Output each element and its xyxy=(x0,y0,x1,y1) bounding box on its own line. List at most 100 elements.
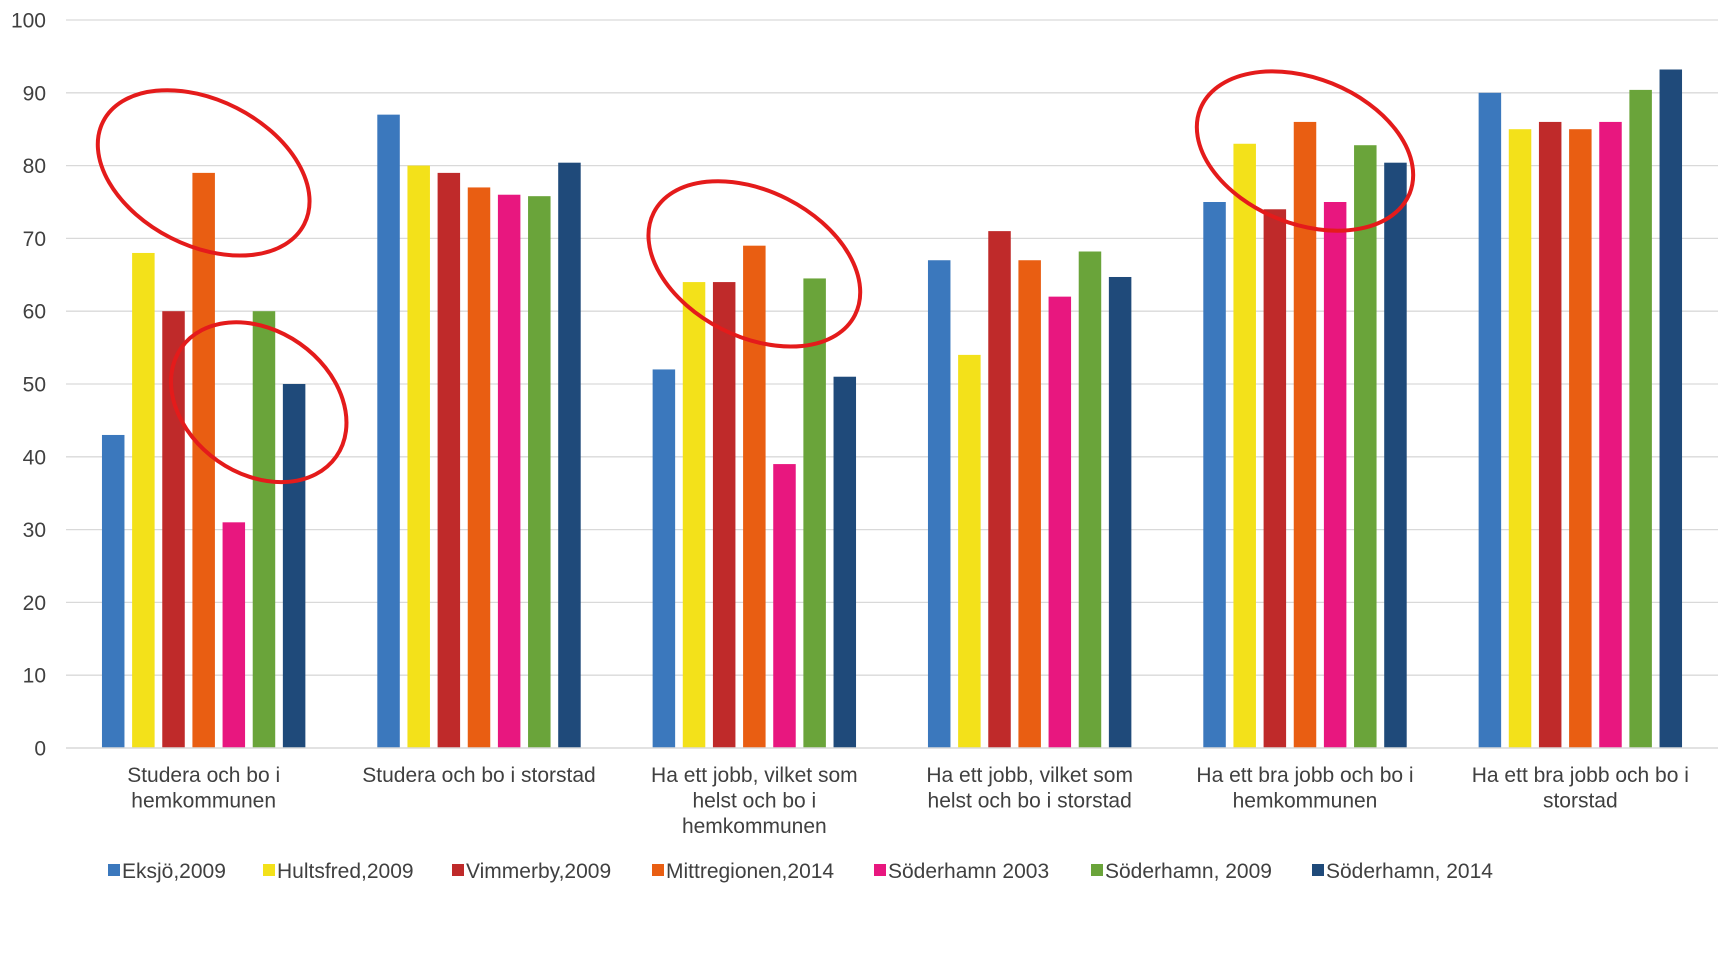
x-tick-label: Ha ett jobb, vilket som helst och bo i hem… xyxy=(651,764,858,838)
y-tick-label: 10 xyxy=(23,665,46,688)
x-tick-label-line: hemkommunen xyxy=(1233,790,1378,813)
x-tick-label-line: hemkommunen xyxy=(131,790,276,813)
legend-label: Hultsfred,2009 xyxy=(277,860,414,883)
legend-swatch xyxy=(1312,864,1324,876)
x-tick-label-line: Ha ett jobb, vilket som xyxy=(926,764,1133,787)
y-tick-label: 50 xyxy=(23,374,46,397)
legend-label: Vimmerby,2009 xyxy=(466,860,611,883)
bar xyxy=(958,354,981,748)
bar xyxy=(988,231,1011,748)
annotations xyxy=(95,69,1416,485)
bar xyxy=(467,187,491,748)
highlight-ellipse xyxy=(1194,69,1416,233)
bar xyxy=(833,376,857,748)
y-tick-label: 0 xyxy=(34,738,46,761)
bar xyxy=(252,311,276,748)
bar xyxy=(1599,121,1622,749)
bar xyxy=(1354,145,1377,748)
x-tick-label: Ha ett bra jobb och bo i storstad xyxy=(1472,764,1689,813)
bar xyxy=(497,194,521,749)
bar xyxy=(743,245,766,748)
bar xyxy=(652,369,676,748)
bar xyxy=(1538,121,1562,749)
x-tick-label: Studera och bo i storstad xyxy=(362,764,595,787)
bar xyxy=(1384,162,1407,749)
x-tick-label: Studera och bo i hemkommunen xyxy=(127,764,280,813)
x-tick-label-line: Ha ett bra jobb och bo i xyxy=(1472,764,1689,787)
x-tick-label-line: Studera och bo i storstad xyxy=(362,764,595,787)
legend-swatch xyxy=(263,864,275,876)
y-tick-label: 40 xyxy=(23,446,46,469)
legend-swatch xyxy=(874,864,886,876)
legend-item: Söderhamn, 2014 xyxy=(1312,860,1493,883)
legend-item: Vimmerby,2009 xyxy=(452,860,611,883)
highlight-ellipse xyxy=(169,320,349,485)
y-tick-label: 30 xyxy=(23,519,46,542)
legend-swatch xyxy=(1091,864,1103,876)
bar xyxy=(1203,202,1226,748)
bar xyxy=(682,282,706,748)
x-tick-label: Ha ett jobb, vilket som helst och bo i st… xyxy=(926,764,1133,813)
bar xyxy=(1629,89,1652,748)
bar xyxy=(192,172,215,748)
bar xyxy=(927,260,951,748)
legend-item: Söderhamn, 2009 xyxy=(1091,860,1272,883)
bar xyxy=(1569,129,1592,748)
bar xyxy=(407,165,430,749)
bar xyxy=(1478,92,1502,749)
y-tick-label: 80 xyxy=(23,155,46,178)
bar xyxy=(773,464,796,748)
bar xyxy=(101,434,125,748)
legend-swatch xyxy=(108,864,120,876)
bar xyxy=(437,172,461,748)
y-tick-label: 60 xyxy=(23,301,46,324)
legend-swatch xyxy=(652,864,664,876)
bar xyxy=(282,384,306,748)
bar xyxy=(1508,129,1532,748)
legend-item: Eksjö,2009 xyxy=(108,860,226,883)
bar xyxy=(1233,143,1256,748)
bars xyxy=(101,69,1683,749)
legend-label: Mittregionen,2014 xyxy=(666,860,834,883)
bar xyxy=(558,162,581,749)
legend-label: Eksjö,2009 xyxy=(122,860,226,883)
bar xyxy=(1263,209,1287,748)
bar xyxy=(1108,276,1132,748)
gridlines xyxy=(66,19,1718,676)
bar xyxy=(162,311,185,748)
y-tick-label: 100 xyxy=(11,10,46,33)
bar xyxy=(712,282,736,748)
x-tick-label: Ha ett bra jobb och bo i hemkommunen xyxy=(1196,764,1413,813)
legend-item: Hultsfred,2009 xyxy=(263,860,414,883)
bar xyxy=(1293,121,1317,749)
legend-item: Mittregionen,2014 xyxy=(652,860,834,883)
bar xyxy=(1048,296,1072,748)
bar xyxy=(1659,69,1683,748)
x-tick-label-line: Ha ett bra jobb och bo i xyxy=(1196,764,1413,787)
bar xyxy=(803,278,826,748)
highlight-ellipse xyxy=(95,88,312,258)
bar xyxy=(132,252,155,748)
bar xyxy=(1323,202,1347,748)
legend-swatch xyxy=(452,864,464,876)
bar xyxy=(1018,260,1041,748)
x-tick-label-line: Ha ett jobb, vilket som xyxy=(651,764,858,787)
x-tick-label-line: Studera och bo i xyxy=(127,764,280,787)
y-axis-ticks: 0 10 20 30 40 50 60 70 80 90 100 xyxy=(11,10,46,761)
legend-item: Söderhamn 2003 xyxy=(874,860,1049,883)
legend-label: Söderhamn 2003 xyxy=(888,860,1049,883)
x-tick-label-line: helst och bo i xyxy=(692,790,816,813)
bar xyxy=(1078,251,1102,748)
y-tick-label: 20 xyxy=(23,592,46,615)
x-tick-label-line: storstad xyxy=(1543,790,1618,813)
legend-label: Söderhamn, 2014 xyxy=(1326,860,1493,883)
bar xyxy=(528,196,551,748)
legend-label: Söderhamn, 2009 xyxy=(1105,860,1272,883)
bar xyxy=(377,114,400,748)
highlight-ellipse xyxy=(646,179,863,349)
bar xyxy=(222,522,246,748)
x-tick-label-line: hemkommunen xyxy=(682,815,827,838)
